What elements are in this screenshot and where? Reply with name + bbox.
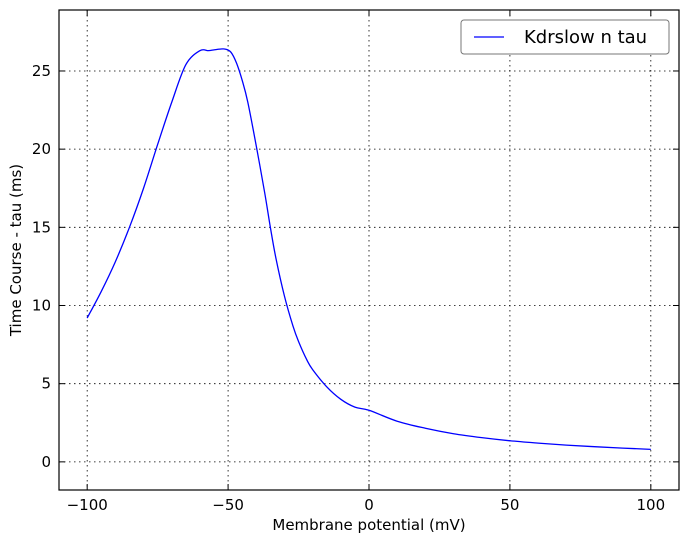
legend-box (460, 19, 670, 55)
grid-lines (59, 10, 679, 490)
x-tick-label: 50 (500, 496, 519, 514)
x-tick-label: 0 (364, 496, 374, 514)
y-tick-label: 25 (32, 62, 51, 80)
x-tick-label: −50 (212, 496, 244, 514)
legend-label: Kdrslow n tau (524, 27, 647, 48)
x-axis-title: Membrane potential (mV) (272, 516, 465, 534)
y-tick-label: 20 (32, 140, 51, 158)
series-line (86, 48, 651, 450)
y-tick-label: 10 (32, 297, 51, 315)
x-tick-label: −100 (67, 496, 108, 514)
y-tick-label: 0 (41, 453, 51, 471)
ticks: −100 −50 0 50 100 0 5 10 15 20 25 (32, 10, 679, 514)
y-tick-label: 5 (41, 375, 51, 393)
y-axis-title: Time Course - tau (ms) (7, 164, 25, 337)
y-tick-label: 15 (32, 218, 51, 236)
x-tick-label: 100 (636, 496, 665, 514)
legend: Kdrslow n tau (460, 19, 670, 55)
data-layer (86, 48, 651, 450)
